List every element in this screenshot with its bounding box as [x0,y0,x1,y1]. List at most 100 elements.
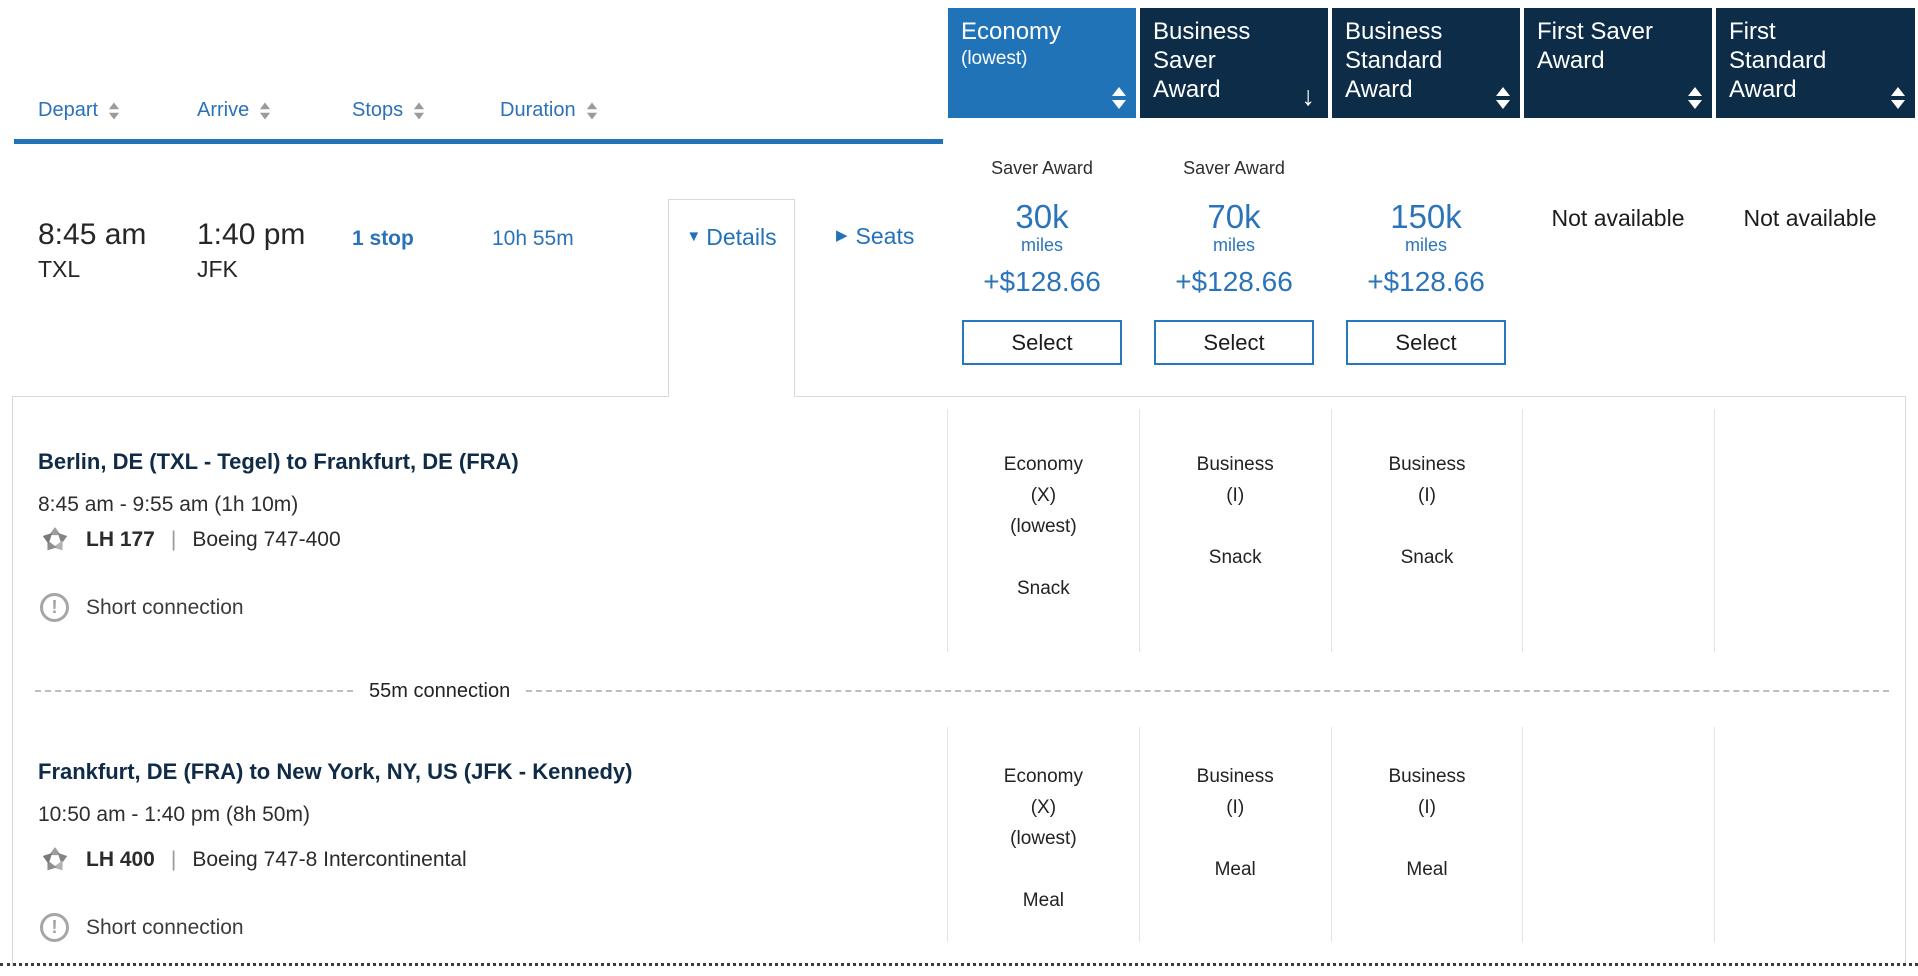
depart-airport-code: TXL [38,256,81,282]
duration-value: 10h 55m [492,227,574,250]
fare-column-header-economy[interactable]: Economy (lowest) [948,8,1136,118]
select-business-saver-button[interactable]: Select [1154,320,1314,365]
column-header-duration[interactable]: Duration [500,99,598,122]
meal-label: Snack [1208,547,1262,568]
warning-label: Short connection [86,915,244,939]
details-toggle[interactable]: ▼ Details [668,199,795,397]
miles-value: 30k [1015,198,1069,235]
header-divider [14,139,943,144]
warning-label: Short connection [86,595,244,619]
connection-divider: 55m connection [35,680,1889,702]
dashed-line [35,690,353,692]
cabin-line: (I) [1418,797,1436,818]
sort-updown-icon [108,102,120,119]
fare-column-title: Business Saver Award [1153,18,1251,103]
arrive-airport-code: JFK [197,256,238,282]
cabin-line: Business [1196,454,1274,475]
details-label: Details [706,224,777,250]
cabin-cell-business-saver: Business (I) Meal [1138,727,1331,942]
award-type-label: Saver Award [1183,158,1285,178]
star-alliance-icon [42,847,68,871]
miles-unit: miles [1020,235,1063,255]
cabin-line: (lowest) [1010,516,1077,537]
cabin-cell-first-standard [1714,727,1906,942]
column-header-depart[interactable]: Depart [38,99,120,122]
sort-updown-icon [586,102,597,119]
sort-updown-icon [260,102,271,119]
connection-label: 55m connection [369,679,511,702]
cabin-line: Economy [1003,766,1083,787]
stops-link[interactable]: 1 stop [352,227,414,250]
fare-cell-business-standard: 150k miles +$128.66 Select [1332,158,1520,365]
cabin-line: (I) [1418,485,1436,506]
spacer [1715,761,1906,792]
cabin-line: Business [1388,454,1466,475]
sort-updown-icon [1891,87,1905,109]
fare-column-title: Business Standard Award [1345,18,1443,103]
column-header-label: Stops [352,99,404,121]
miles-value: 70k [1207,198,1261,235]
aircraft-type: Boeing 747-8 Intercontinental [192,848,467,871]
cabin-line: (I) [1226,485,1245,506]
meal-label: Snack [1400,547,1454,568]
separator: | [170,848,177,871]
cabin-line: (X) [1030,797,1057,818]
spacer [1332,511,1523,542]
flight-number: LH 400 [86,848,155,871]
not-available-label: Not available [1551,205,1685,231]
cabin-line: (X) [1030,485,1057,506]
collapse-triangle-icon: ▼ [686,228,702,245]
alert-circle-icon: ! [40,593,69,622]
aircraft-type: Boeing 747-400 [192,528,341,551]
seats-label: Seats [855,223,915,249]
spacer [948,542,1139,573]
page-bottom-divider [0,963,1918,966]
cabin-line: Economy [1003,454,1083,475]
fare-column-subtitle: (lowest) [961,48,1028,69]
fare-cell-business-saver: Saver Award 70k miles +$128.66 Select [1140,158,1328,365]
sort-updown-icon [414,102,425,119]
dashed-line [526,690,1889,692]
spacer [1140,511,1331,542]
spacer [1140,823,1331,854]
fare-column-title: First Standard Award [1729,18,1827,103]
meal-label: Snack [1016,578,1070,599]
seats-link[interactable]: ▶ Seats [836,223,914,250]
column-header-arrive[interactable]: Arrive [197,99,271,122]
flight-details-panel: Berlin, DE (TXL - Tegel) to Frankfurt, D… [12,396,1906,966]
column-header-stops[interactable]: Stops [352,99,425,122]
fare-column-title: First Saver Award [1537,18,1654,74]
fare-column-header-first-standard[interactable]: First Standard Award [1716,8,1915,118]
segment-cabin-row: Economy (X) (lowest) Meal Business (I) M… [947,727,1906,942]
fare-column-header-business-standard[interactable]: Business Standard Award [1332,8,1520,118]
fare-cell-economy: Saver Award 30k miles +$128.66 Select [948,158,1136,365]
fare-cell-first-standard: Not available [1716,158,1904,232]
cabin-line: Business [1196,766,1274,787]
segment-warning: ! Short connection [40,593,244,622]
segment-flight-info: LH 400 | Boeing 747-8 Intercontinental [40,845,467,875]
fare-column-header-first-saver[interactable]: First Saver Award [1524,8,1712,118]
flight-number: LH 177 [86,528,155,551]
cabin-line: (lowest) [1010,828,1077,849]
select-business-standard-button[interactable]: Select [1346,320,1506,365]
column-header-label: Arrive [197,99,250,121]
miles-unit: miles [1212,235,1255,255]
award-type-label: Saver Award [991,158,1093,178]
segment-flight-info: LH 177 | Boeing 747-400 [40,525,341,555]
alert-circle-icon: ! [40,913,69,942]
miles-value: 150k [1390,198,1462,235]
fare-column-header-business-saver[interactable]: Business Saver Award ↓ [1140,8,1328,118]
segment-times: 8:45 am - 9:55 am (1h 10m) [38,493,299,516]
segment-route: Frankfurt, DE (FRA) to New York, NY, US … [38,759,633,784]
select-economy-button[interactable]: Select [962,320,1122,365]
expand-triangle-icon: ▶ [836,227,848,244]
meal-label: Meal [1022,890,1064,911]
star-alliance-icon [42,527,68,551]
separator: | [170,528,177,551]
cabin-line: Business [1388,766,1466,787]
copay-price: +$128.66 [983,266,1101,297]
cabin-cell-first-standard [1714,409,1906,652]
depart-info: 8:45 am TXL [38,218,146,283]
not-available-label: Not available [1743,205,1877,231]
meal-label: Meal [1214,859,1256,880]
